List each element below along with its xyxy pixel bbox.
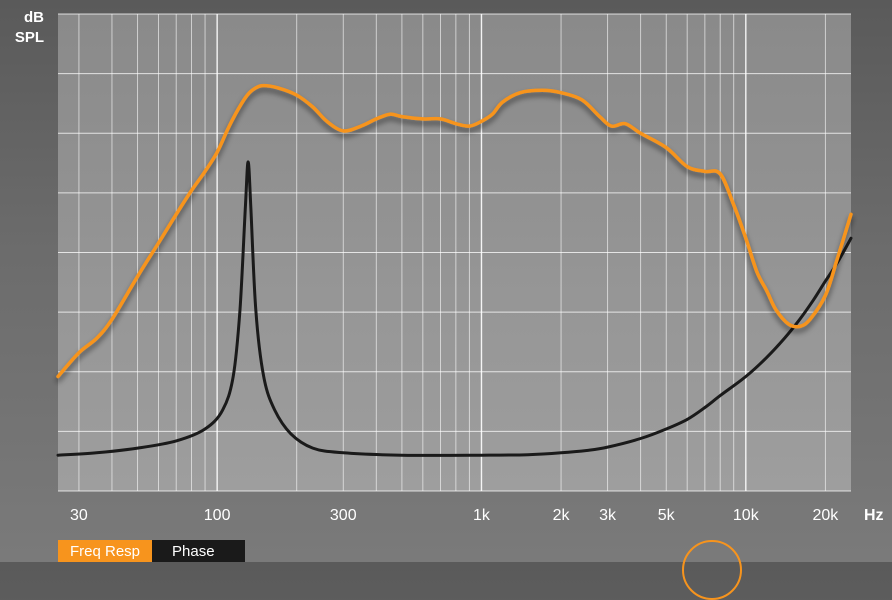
x-tick-label: 10k <box>733 507 760 524</box>
series-layer <box>56 83 853 457</box>
x-tick-label: 5k <box>658 507 676 524</box>
y-axis-label-spl: SPL <box>15 29 44 46</box>
series-phase-line <box>56 160 853 457</box>
x-tick-label: 20k <box>812 507 839 524</box>
x-tick-label: 3k <box>599 507 617 524</box>
x-tick-label: 1k <box>473 507 491 524</box>
x-tick-label: 2k <box>553 507 571 524</box>
legend: Freq Resp Phase <box>58 540 245 562</box>
x-tick-label: 30 <box>70 507 88 524</box>
legend-phase-tab[interactable]: Phase <box>152 540 245 562</box>
decorative-circle-icon <box>682 540 742 600</box>
series-freq-resp-line <box>56 83 853 379</box>
y-axis-label-db: dB <box>24 9 44 26</box>
x-tick-label: 100 <box>204 507 231 524</box>
frequency-response-chart: 30 100 300 1k 2k 3k 5k 10k 20k dB SPL Hz <box>15 9 884 524</box>
x-axis-label: Hz <box>864 507 884 524</box>
x-tick-label: 300 <box>330 507 357 524</box>
x-tick-labels: 30 100 300 1k 2k 3k 5k 10k 20k <box>70 507 839 524</box>
legend-freq-resp-tab[interactable]: Freq Resp <box>58 540 153 562</box>
